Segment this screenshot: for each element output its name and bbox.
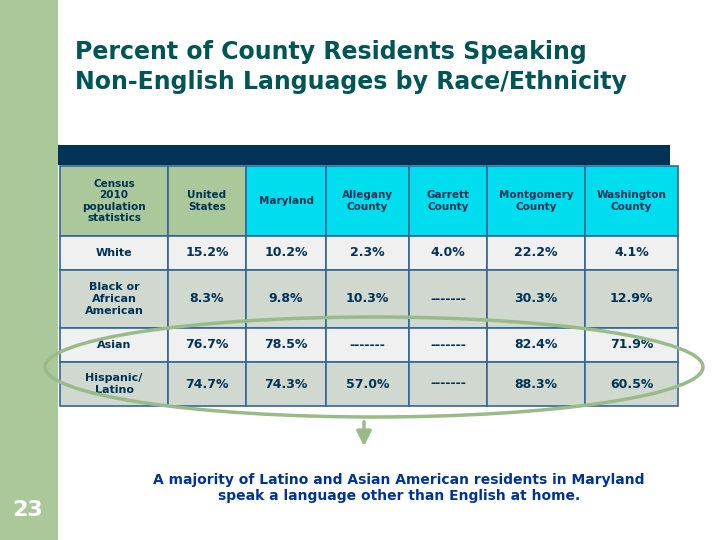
Text: Garrett
County: Garrett County [426, 190, 469, 212]
Text: 2.3%: 2.3% [350, 246, 384, 260]
Bar [168, 328, 246, 362]
Bar [326, 236, 409, 270]
Bar [58, 0, 720, 480]
FancyBboxPatch shape [58, 0, 720, 390]
Text: Allegany
County: Allegany County [342, 190, 393, 212]
Bar [246, 236, 326, 270]
Text: 4.1%: 4.1% [614, 246, 649, 260]
Bar [168, 362, 246, 406]
Bar [246, 362, 326, 406]
Text: 57.0%: 57.0% [346, 377, 390, 390]
Bar [585, 166, 678, 236]
Bar [60, 328, 168, 362]
Text: 78.5%: 78.5% [264, 339, 307, 352]
Bar [246, 270, 326, 328]
Text: White: White [96, 248, 132, 258]
Bar [585, 236, 678, 270]
Text: Asian: Asian [96, 340, 131, 350]
Bar [585, 362, 678, 406]
Bar [60, 166, 168, 236]
Text: 30.3%: 30.3% [514, 293, 557, 306]
Bar [487, 166, 585, 236]
Text: 8.3%: 8.3% [190, 293, 224, 306]
Bar [409, 270, 487, 328]
Text: Percent of County Residents Speaking
Non-English Languages by Race/Ethnicity: Percent of County Residents Speaking Non… [75, 40, 627, 94]
Text: 15.2%: 15.2% [185, 246, 229, 260]
Bar [409, 362, 487, 406]
Bar [409, 328, 487, 362]
Text: -------: ------- [430, 339, 466, 352]
Bar [168, 236, 246, 270]
Bar [0, 0, 290, 80]
Bar [326, 328, 409, 362]
Bar [326, 166, 409, 236]
Text: 71.9%: 71.9% [610, 339, 653, 352]
Text: 10.2%: 10.2% [264, 246, 307, 260]
Bar [168, 270, 246, 328]
Text: A majority of Latino and Asian American residents in Maryland
speak a language o: A majority of Latino and Asian American … [153, 473, 644, 503]
Bar [168, 166, 246, 236]
Bar [487, 362, 585, 406]
Bar [487, 328, 585, 362]
Text: Washington
County: Washington County [597, 190, 667, 212]
Bar [409, 236, 487, 270]
Bar [246, 328, 326, 362]
Bar [0, 0, 58, 540]
Bar [246, 166, 326, 236]
Bar [60, 362, 168, 406]
Bar [585, 328, 678, 362]
Bar [585, 270, 678, 328]
Text: 23: 23 [13, 500, 43, 520]
Bar [409, 166, 487, 236]
Text: 4.0%: 4.0% [431, 246, 465, 260]
Text: 12.9%: 12.9% [610, 293, 653, 306]
Bar [326, 270, 409, 328]
Text: United
States: United States [187, 190, 227, 212]
Text: -------: ------- [430, 293, 466, 306]
Bar [487, 270, 585, 328]
Text: 22.2%: 22.2% [514, 246, 558, 260]
Bar [60, 270, 168, 328]
Text: Hispanic/
Latino: Hispanic/ Latino [85, 373, 143, 395]
Text: Black or
African
American: Black or African American [84, 282, 143, 315]
Text: 74.7%: 74.7% [185, 377, 229, 390]
Text: Maryland: Maryland [258, 196, 313, 206]
Text: Census
2010
population
statistics: Census 2010 population statistics [82, 179, 146, 224]
Bar [58, 145, 670, 165]
Text: -------: ------- [430, 377, 466, 390]
Text: 9.8%: 9.8% [269, 293, 303, 306]
Bar [326, 362, 409, 406]
Text: 82.4%: 82.4% [514, 339, 558, 352]
Text: 60.5%: 60.5% [610, 377, 653, 390]
Text: -------: ------- [350, 339, 385, 352]
Text: 10.3%: 10.3% [346, 293, 390, 306]
Text: Montgomery
County: Montgomery County [499, 190, 573, 212]
Bar [487, 236, 585, 270]
Text: 76.7%: 76.7% [185, 339, 229, 352]
Text: 88.3%: 88.3% [514, 377, 557, 390]
Text: 74.3%: 74.3% [264, 377, 307, 390]
Bar [60, 236, 168, 270]
